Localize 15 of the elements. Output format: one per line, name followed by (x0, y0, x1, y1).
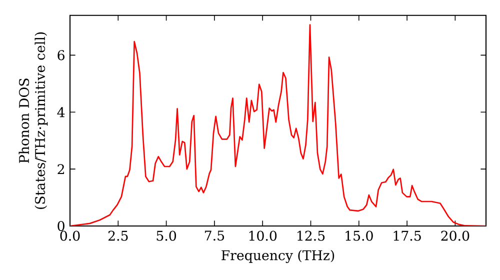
x-tick-label: 10.0 (249, 230, 277, 241)
x-tick-label: 17.5 (394, 230, 421, 241)
y-tick-label: 6 (58, 50, 64, 60)
x-axis-title: Frequency (THz) (222, 250, 334, 264)
x-tick-label: 0.0 (60, 230, 80, 241)
y-tick-label: 2 (58, 164, 64, 174)
y-tick-label: 4 (57, 107, 65, 118)
x-tick-label: 15.0 (346, 230, 373, 241)
x-tick-label: 20.0 (441, 230, 470, 241)
y-axis-title: Phonon DOS (States/THz·primitive cell) (18, 32, 48, 209)
x-tick-label: 2.5 (108, 230, 128, 241)
y-tick-label: 0 (58, 220, 64, 232)
x-tick-label: 5.0 (156, 230, 176, 241)
x-tick-label: 7.5 (204, 230, 224, 241)
x-tick-label: 12.5 (298, 230, 325, 241)
